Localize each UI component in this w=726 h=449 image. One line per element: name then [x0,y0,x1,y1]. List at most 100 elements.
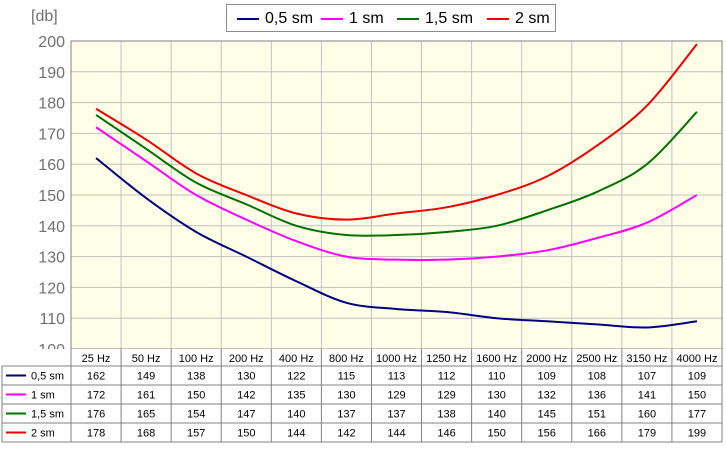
y-tick-label: 180 [38,96,65,113]
table-cell-value: 122 [287,371,305,383]
table-cell-value: 129 [437,390,455,402]
legend-swatch-series-3 [397,18,419,20]
table-cell-value: 113 [388,371,406,383]
table-cell-value: 149 [137,371,155,383]
series-line-3 [95,111,698,237]
table-cell-value: 137 [337,409,355,421]
data-table-background [2,349,722,442]
table-cell-value: 176 [87,409,105,421]
table-cell-value: 150 [237,428,255,440]
legend: 0,5 sm 1 sm 1,5 sm 2 sm [226,4,556,32]
table-cell-value: 154 [187,409,205,421]
table-cell-value: 107 [638,371,656,383]
table-cell-value: 142 [237,390,255,402]
table-cell-value: 140 [287,409,305,421]
table-cell-value: 132 [538,390,556,402]
y-tick-label: 150 [38,188,65,205]
x-tick-label: 100 Hz [179,353,214,365]
x-tick-label: 2500 Hz [576,353,617,365]
series-line-2 [95,126,698,262]
table-cell-value: 157 [187,428,205,440]
series-line-1 [95,157,698,329]
table-cell-value: 130 [237,371,255,383]
table-cell-value: 177 [688,409,706,421]
table-cell-value: 151 [588,409,606,421]
x-tick-label: 200 Hz [229,353,264,365]
x-tick-label: 50 Hz [132,353,161,365]
table-cell-value: 112 [438,371,456,383]
y-tick-label: 120 [38,280,65,297]
table-cell-value: 178 [87,428,105,440]
table-cell-value: 115 [338,371,356,383]
x-tick-label: 400 Hz [279,353,314,365]
y-tick-label: 110 [39,311,65,328]
table-cell-value: 162 [87,371,105,383]
table-cell-value: 150 [688,390,706,402]
x-tick-label: 2000 Hz [526,353,567,365]
table-cell-value: 199 [688,428,706,440]
x-tick-label: 25 Hz [82,353,111,365]
legend-label-series-1: 0,5 sm [265,10,314,27]
table-cell-value: 109 [688,371,706,383]
table-cell-value: 110 [488,371,506,383]
table-cell-value: 168 [137,428,155,440]
legend-label-series-3: 1,5 sm [425,10,474,27]
x-tick-label: 4000 Hz [676,353,717,365]
legend-item-series-3: 1,5 sm [397,9,473,29]
legend-label-series-4: 2 sm [515,10,550,27]
legend-swatch-series-2 [321,18,343,20]
table-cell-value: 160 [638,409,656,421]
y-axis-label: [db] [31,8,58,25]
table-cell-value: 129 [387,390,405,402]
table-cell-value: 144 [287,428,305,440]
table-cell-value: 165 [137,409,155,421]
table-cell-value: 161 [137,390,155,402]
x-tick-label: 1600 Hz [476,353,517,365]
table-cell-value: 147 [237,409,255,421]
y-tick-label: 200 [38,34,65,51]
table-cell-value: 138 [187,371,205,383]
table-cell-value: 144 [387,428,405,440]
table-cell-value: 108 [588,371,606,383]
table-cell-value: 166 [588,428,606,440]
y-tick-label: 160 [38,157,65,174]
y-tick-label: 170 [38,126,65,143]
table-cell-value: 145 [538,409,556,421]
legend-item-series-1: 0,5 sm [237,9,313,29]
y-tick-label: 190 [38,65,65,82]
table-cell-value: 138 [437,409,455,421]
y-tick-label: 130 [38,250,65,267]
table-series-name: 1,5 sm [31,409,64,421]
legend-item-series-4: 2 sm [487,9,550,29]
table-cell-value: 172 [87,390,105,402]
table-cell-value: 130 [337,390,355,402]
table-series-name: 0,5 sm [31,371,64,383]
table-cell-value: 135 [287,390,305,402]
legend-label-series-2: 1 sm [349,10,384,27]
legend-swatch-series-4 [487,18,509,20]
table-series-name: 2 sm [31,428,55,440]
table-cell-value: 150 [187,390,205,402]
table-cell-value: 146 [437,428,455,440]
legend-item-series-2: 1 sm [321,9,384,29]
y-tick-label: 140 [38,219,65,236]
x-tick-label: 3150 Hz [626,353,667,365]
legend-swatch-series-1 [237,18,259,20]
x-tick-label: 1250 Hz [426,353,467,365]
x-tick-label: 1000 Hz [376,353,417,365]
table-series-name: 1 sm [31,390,55,402]
table-cell-value: 142 [337,428,355,440]
series-line-4 [95,43,698,221]
x-tick-label: 800 Hz [329,353,364,365]
table-cell-value: 136 [588,390,606,402]
table-cell-value: 130 [487,390,505,402]
table-cell-value: 109 [538,371,556,383]
table-cell-value: 137 [387,409,405,421]
table-cell-value: 140 [487,409,505,421]
table-cell-value: 141 [638,390,656,402]
table-cell-value: 179 [638,428,656,440]
table-cell-value: 150 [487,428,505,440]
table-cell-value: 156 [538,428,556,440]
